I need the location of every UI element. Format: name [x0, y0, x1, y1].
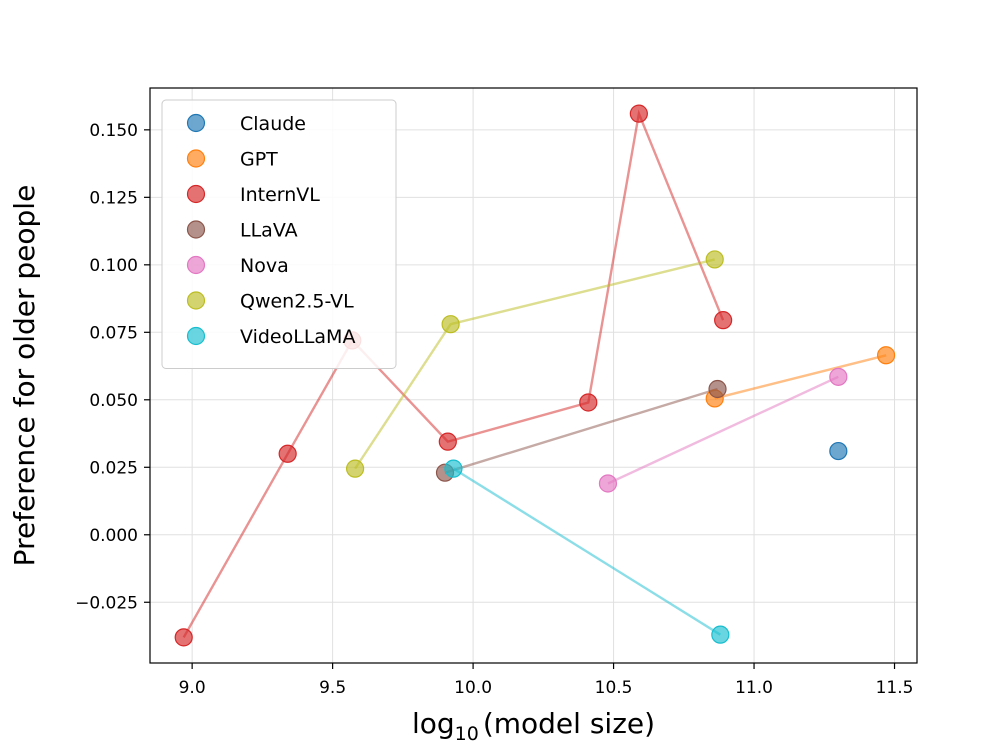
data-point-qwen2-5-vl	[441, 315, 460, 334]
data-point-internvl	[714, 311, 733, 330]
legend-marker-videollama	[186, 326, 206, 346]
x-tick-label: 10.5	[595, 678, 633, 698]
series-line-llava	[444, 387, 718, 474]
data-point-llava	[708, 379, 727, 399]
data-point-nova	[829, 367, 848, 386]
data-point-gpt	[876, 346, 896, 365]
x-tick-label: 9.0	[179, 678, 206, 698]
legend-marker-nova	[186, 255, 206, 275]
y-tick-label: 0.125	[89, 188, 138, 208]
legend-label-gpt: GPT	[240, 149, 278, 171]
data-point-qwen2-5-vl	[345, 459, 365, 478]
legend-box	[161, 99, 397, 369]
data-point-claude	[829, 441, 848, 461]
x-tick-label: 9.5	[319, 678, 346, 698]
data-point-internvl	[278, 444, 297, 463]
y-axis-title: Preference for older people	[8, 185, 41, 567]
legend-marker-internvl	[186, 184, 206, 204]
legend-label-videollama: VideoLLaMA	[240, 326, 355, 348]
legend-marker-gpt	[186, 149, 206, 168]
legend-marker-qwen2-5-vl	[186, 291, 206, 310]
x-axis-ticks: 9.0 9.5 10.0 10.5 11.0 11.5	[179, 663, 914, 698]
data-point-internvl	[579, 393, 598, 412]
series-line-nova	[607, 375, 839, 485]
data-point-internvl	[174, 628, 193, 647]
y-tick-label: 0.050	[89, 391, 138, 411]
y-tick-label: 0.100	[89, 256, 138, 276]
y-tick-label: 0.000	[89, 526, 138, 546]
y-axis-ticks: −0.025 0.000 0.025 0.050 0.075 0.100 0.125 0.15…	[75, 121, 150, 613]
data-point-nova	[598, 474, 618, 493]
y-tick-label: 0.150	[89, 121, 138, 141]
data-point-qwen2-5-vl	[705, 250, 724, 269]
y-tick-label: −0.025	[75, 593, 138, 613]
series-line-gpt	[714, 354, 887, 400]
legend-label-qwen2-5-vl: Qwen2.5-VL	[240, 291, 354, 313]
data-point-videollama	[444, 459, 463, 478]
legend-label-nova: Nova	[240, 255, 289, 277]
plot-frame	[149, 87, 918, 664]
legend-marker-claude	[186, 113, 206, 133]
x-tick-label: 10.0	[454, 678, 492, 698]
x-tick-label: 11.0	[735, 678, 773, 698]
data-point-videollama	[711, 625, 730, 644]
legend-label-internvl: InternVL	[240, 184, 320, 206]
legend-label-claude: Claude	[240, 113, 306, 135]
legend-marker-llava	[186, 220, 206, 239]
legend: Claude GPT InternVL LLaVA Nova Qwen2.5-VL Vide…	[161, 99, 397, 369]
legend-label-llava: LLaVA	[240, 220, 298, 242]
y-tick-label: 0.025	[89, 458, 138, 478]
x-tick-label: 11.5	[876, 678, 914, 698]
x-axis-title: log10 (model size)	[412, 707, 655, 745]
series-line-videollama	[452, 467, 721, 636]
data-point-internvl	[438, 432, 457, 451]
data-point-internvl	[629, 104, 648, 123]
y-tick-label: 0.075	[89, 323, 138, 343]
series-line-qwen2-5-vl	[354, 258, 715, 470]
